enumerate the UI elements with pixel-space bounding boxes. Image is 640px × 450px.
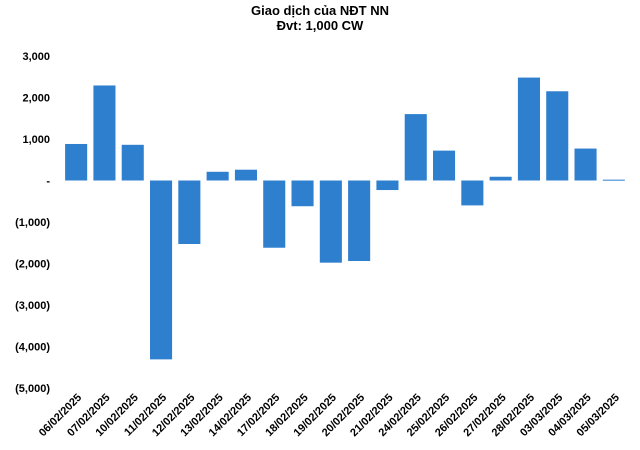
bar [461,180,484,206]
y-tick-label: (2,000) [15,259,50,271]
y-tick-label: 1,000 [22,134,50,146]
bar [404,114,427,181]
bar [121,144,144,181]
bar [348,180,371,262]
bar [602,179,625,181]
chart-title: Giao dịch của NĐT NN [251,3,389,18]
chart-subtitle: Đvt: 1,000 CW [276,18,364,33]
bar [291,180,314,207]
y-tick-label: (1,000) [15,217,50,229]
bar [433,150,456,181]
bar [517,77,540,181]
bar [65,143,88,181]
bar [319,180,342,263]
bar [546,91,569,181]
bar [206,171,229,181]
bar [574,148,597,181]
bar [489,176,512,181]
bar [234,169,257,181]
bar [150,180,173,360]
bar [93,85,116,181]
bar [376,180,399,191]
bar [263,180,286,248]
bar [178,180,201,244]
y-tick-label: (3,000) [15,300,50,312]
y-tick-label: (5,000) [15,383,50,395]
y-tick-label: - [46,176,50,188]
y-tick-label: 3,000 [22,51,50,63]
y-tick-label: 2,000 [22,93,50,105]
y-tick-label: (4,000) [15,342,50,354]
